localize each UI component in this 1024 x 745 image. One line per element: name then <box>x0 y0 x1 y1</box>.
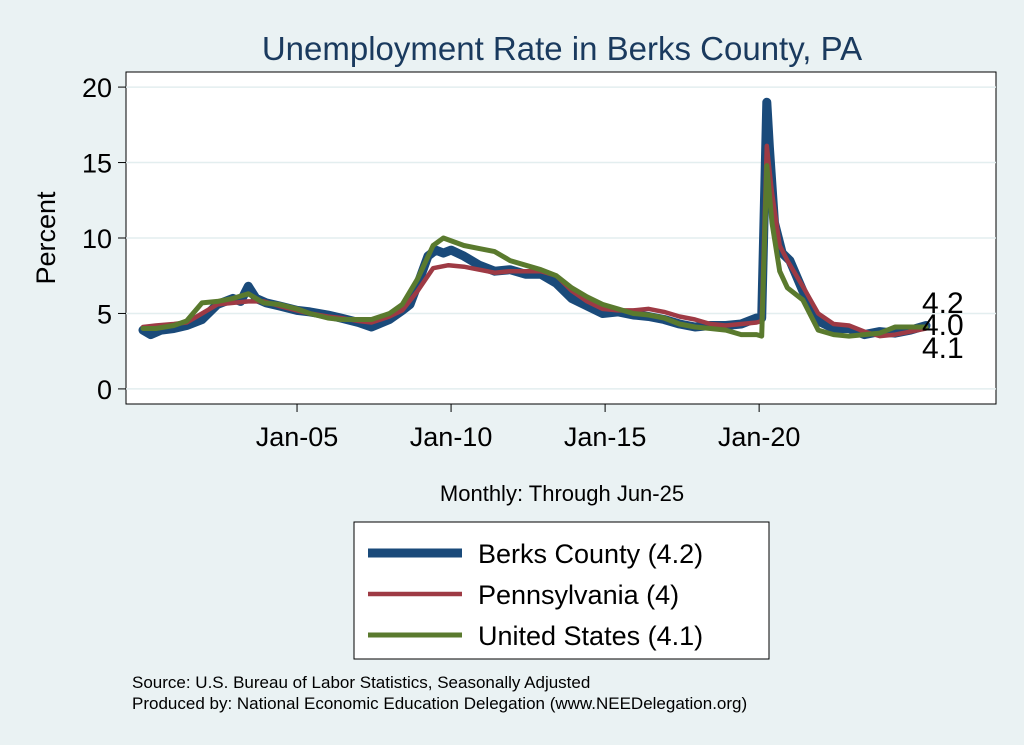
y-tick-label: 0 <box>97 375 112 405</box>
source-line-2: Produced by: National Economic Education… <box>132 694 747 713</box>
legend-label: United States (4.1) <box>478 621 703 651</box>
end-label: 4.1 <box>922 332 964 365</box>
x-tick-label: Jan-20 <box>718 422 801 452</box>
x-tick-label: Jan-05 <box>256 422 339 452</box>
x-tick-label: Jan-15 <box>564 422 647 452</box>
x-tick-label: Jan-10 <box>410 422 493 452</box>
series-lines <box>138 97 931 340</box>
end-label: 4.0 <box>922 309 964 342</box>
legend-label: Berks County (4.2) <box>478 539 703 569</box>
y-tick-label: 10 <box>82 224 112 254</box>
x-axis: Jan-05 Jan-10 Jan-15 Jan-20 <box>256 404 801 452</box>
y-tick-label: 20 <box>82 73 112 103</box>
y-tick-label: 5 <box>97 299 112 329</box>
x-axis-label: Monthly: Through Jun-25 <box>440 481 684 506</box>
end-labels: 4.24.04.1 <box>922 287 964 365</box>
end-label: 4.2 <box>922 287 964 320</box>
chart-title: Unemployment Rate in Berks County, PA <box>262 30 862 67</box>
legend-label: Pennsylvania (4) <box>478 580 679 610</box>
source-line-1: Source: U.S. Bureau of Labor Statistics,… <box>132 673 590 692</box>
y-tick-label: 15 <box>82 149 112 179</box>
grid-lines <box>126 86 996 390</box>
series-line-2 <box>140 163 929 339</box>
y-axis: 0 5 10 15 20 <box>82 73 126 405</box>
y-axis-label: Percent <box>31 191 61 285</box>
legend: Berks County (4.2) Pennsylvania (4) United… <box>368 539 703 651</box>
